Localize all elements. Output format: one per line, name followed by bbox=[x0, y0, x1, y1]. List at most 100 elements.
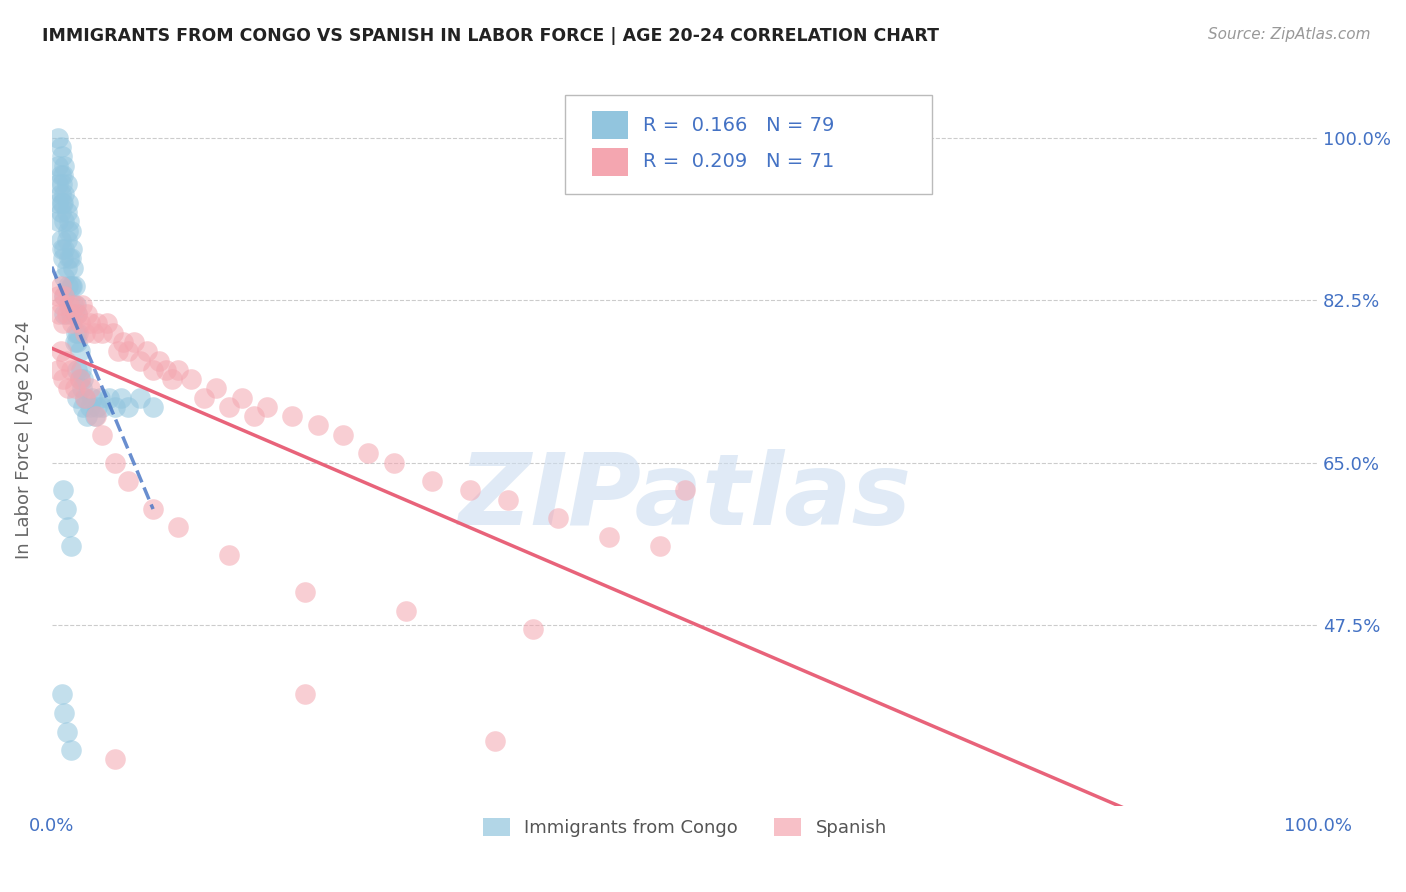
Point bbox=[73, 326, 96, 340]
Point bbox=[110, 391, 132, 405]
Text: R =  0.209   N = 71: R = 0.209 N = 71 bbox=[643, 153, 834, 171]
Point bbox=[76, 409, 98, 424]
Point bbox=[59, 363, 82, 377]
Point bbox=[104, 400, 127, 414]
Point bbox=[53, 706, 76, 720]
Point bbox=[66, 391, 89, 405]
Point bbox=[70, 298, 93, 312]
Point bbox=[65, 326, 87, 340]
Point bbox=[60, 317, 83, 331]
Point bbox=[53, 307, 76, 321]
Point bbox=[332, 427, 354, 442]
Point bbox=[129, 391, 152, 405]
Point bbox=[69, 344, 91, 359]
Point bbox=[62, 260, 84, 275]
Bar bbox=[592, 112, 628, 139]
Point bbox=[91, 326, 114, 340]
Point bbox=[86, 400, 108, 414]
Point bbox=[547, 511, 569, 525]
Point bbox=[51, 195, 73, 210]
Point bbox=[522, 623, 544, 637]
Point bbox=[46, 159, 69, 173]
Point bbox=[56, 260, 79, 275]
Point bbox=[62, 298, 84, 312]
Point bbox=[69, 372, 91, 386]
Point bbox=[46, 178, 69, 192]
Point bbox=[59, 539, 82, 553]
Legend: Immigrants from Congo, Spanish: Immigrants from Congo, Spanish bbox=[475, 811, 894, 845]
Point bbox=[193, 391, 215, 405]
Point bbox=[59, 743, 82, 757]
Text: ZIPatlas: ZIPatlas bbox=[458, 450, 911, 547]
Y-axis label: In Labor Force | Age 20-24: In Labor Force | Age 20-24 bbox=[15, 320, 32, 558]
Point bbox=[59, 307, 82, 321]
Point bbox=[218, 549, 240, 563]
Point bbox=[382, 456, 405, 470]
Point bbox=[60, 242, 83, 256]
Point bbox=[294, 687, 316, 701]
Point bbox=[58, 214, 80, 228]
Point bbox=[59, 252, 82, 266]
Point bbox=[107, 344, 129, 359]
Point bbox=[281, 409, 304, 424]
Point bbox=[51, 149, 73, 163]
Point bbox=[129, 353, 152, 368]
Point bbox=[142, 502, 165, 516]
Point bbox=[117, 344, 139, 359]
Point bbox=[180, 372, 202, 386]
Point bbox=[46, 131, 69, 145]
Point bbox=[69, 372, 91, 386]
Point bbox=[56, 205, 79, 219]
Point bbox=[122, 334, 145, 349]
Point bbox=[60, 279, 83, 293]
Point bbox=[458, 483, 481, 498]
Point bbox=[51, 687, 73, 701]
Point bbox=[673, 483, 696, 498]
Point bbox=[205, 381, 228, 395]
Point bbox=[72, 372, 94, 386]
Point bbox=[51, 298, 73, 312]
Point bbox=[46, 195, 69, 210]
Point bbox=[52, 317, 75, 331]
Point bbox=[117, 474, 139, 488]
Point bbox=[56, 233, 79, 247]
Point bbox=[484, 733, 506, 747]
Point bbox=[55, 502, 77, 516]
Point bbox=[66, 363, 89, 377]
Point bbox=[51, 178, 73, 192]
Point bbox=[66, 334, 89, 349]
Point bbox=[86, 317, 108, 331]
Point bbox=[148, 353, 170, 368]
Point bbox=[59, 279, 82, 293]
Point bbox=[53, 159, 76, 173]
Point bbox=[91, 400, 114, 414]
Point bbox=[82, 391, 104, 405]
Point bbox=[231, 391, 253, 405]
Point bbox=[52, 195, 75, 210]
Point bbox=[65, 298, 87, 312]
Point bbox=[58, 195, 80, 210]
Point bbox=[56, 178, 79, 192]
Point bbox=[46, 363, 69, 377]
Point bbox=[83, 326, 105, 340]
Point bbox=[294, 585, 316, 599]
Point bbox=[58, 298, 80, 312]
Point bbox=[160, 372, 183, 386]
Point bbox=[104, 456, 127, 470]
Point bbox=[648, 539, 671, 553]
Point bbox=[97, 391, 120, 405]
Point bbox=[307, 418, 329, 433]
Text: R =  0.166   N = 79: R = 0.166 N = 79 bbox=[643, 115, 835, 135]
Point bbox=[104, 752, 127, 766]
Point bbox=[218, 400, 240, 414]
Point bbox=[52, 483, 75, 498]
Point bbox=[51, 242, 73, 256]
Point bbox=[58, 279, 80, 293]
Point bbox=[46, 214, 69, 228]
Point bbox=[49, 205, 72, 219]
Point bbox=[155, 363, 177, 377]
FancyBboxPatch shape bbox=[565, 95, 932, 194]
Point bbox=[63, 334, 86, 349]
Point bbox=[79, 381, 101, 395]
Point bbox=[101, 326, 124, 340]
